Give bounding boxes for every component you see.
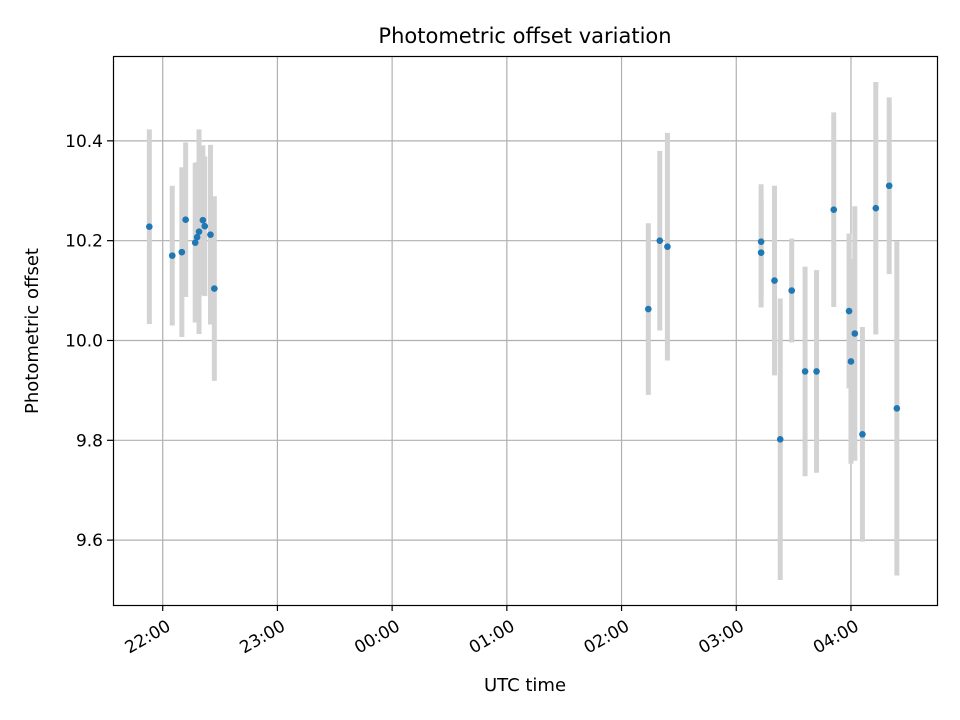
data-point — [168, 252, 176, 259]
data-points — [146, 182, 901, 443]
x-tick-label: 04:00 — [810, 616, 862, 658]
data-point — [757, 249, 765, 256]
data-point — [645, 305, 652, 313]
data-point — [851, 330, 859, 337]
data-point — [801, 368, 809, 375]
x-tick-label: 03:00 — [695, 616, 747, 658]
data-point — [776, 436, 784, 443]
x-tick-label: 02:00 — [581, 616, 633, 658]
data-point — [859, 431, 866, 438]
x-tick-label: 22:00 — [122, 616, 174, 658]
data-point — [771, 277, 778, 284]
data-point — [656, 237, 664, 244]
y-tick-label: 9.6 — [76, 531, 103, 551]
y-tick-label: 10.2 — [65, 232, 103, 252]
data-point — [201, 222, 209, 230]
data-point — [193, 233, 201, 241]
data-point — [847, 358, 855, 365]
x-axis-label: UTC time — [484, 675, 566, 696]
plot-frame — [112, 55, 939, 607]
data-point — [893, 405, 901, 412]
data-point — [845, 307, 853, 315]
data-point — [757, 238, 765, 245]
y-tick-label: 9.8 — [76, 431, 103, 451]
grid — [113, 56, 937, 605]
data-point — [178, 248, 186, 256]
data-point — [788, 287, 796, 294]
data-point — [199, 216, 207, 224]
data-point — [182, 216, 189, 224]
x-tick-label: 01:00 — [466, 616, 518, 658]
data-point — [195, 228, 203, 235]
data-point — [830, 206, 838, 214]
x-tick-label: 00:00 — [351, 616, 403, 658]
data-point — [146, 223, 153, 230]
data-point — [872, 204, 880, 212]
data-point — [211, 285, 218, 292]
y-tick-label: 10.0 — [65, 331, 103, 351]
chart-title: Photometric offset variation — [378, 24, 671, 48]
data-point — [885, 182, 893, 190]
y-axis-ticks: 9.6 9.8 10.0 10.2 10.4 — [65, 132, 113, 551]
data-point — [664, 243, 671, 250]
data-point — [191, 239, 199, 246]
x-tick-label: 23:00 — [236, 616, 288, 658]
y-axis-label: Photometric offset — [22, 248, 43, 414]
y-tick-label: 10.4 — [65, 132, 103, 152]
x-axis-ticks: 22:00 23:00 00:00 01:00 02:00 03:00 04:00 — [122, 605, 862, 658]
error-bars — [146, 81, 900, 581]
data-point — [207, 231, 214, 238]
data-point — [813, 368, 820, 375]
